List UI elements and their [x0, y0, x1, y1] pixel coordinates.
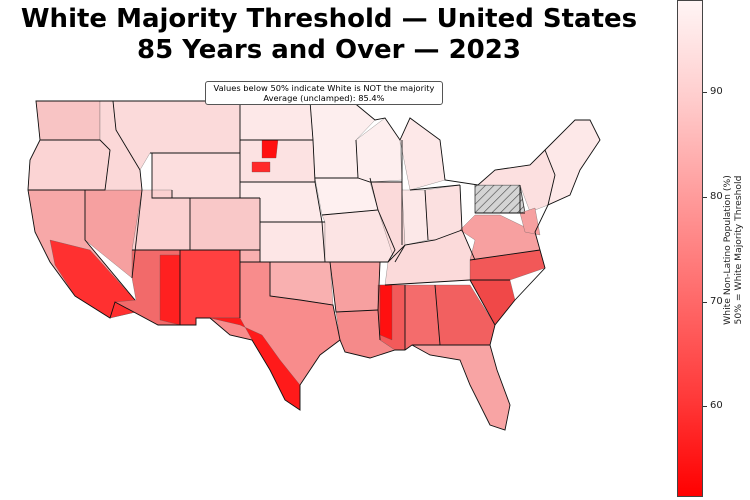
colorbar-tick-label-90: 90 — [710, 86, 723, 97]
colorbar-label-line2: 50% = White Majority Threshold — [733, 175, 744, 325]
colorbar-tick-90 — [703, 92, 707, 93]
colorbar-tick-60 — [703, 406, 707, 407]
chart-title-line2: 85 Years and Over — 2023 — [137, 35, 521, 65]
colorbar-tick-label-60: 60 — [710, 400, 723, 411]
colorbar-tick-label-80: 80 — [710, 191, 723, 202]
counties-fill — [27, 100, 601, 431]
colorbar-label: White Non-Latino Population (%) 50% = Wh… — [722, 175, 744, 325]
us-county-map — [27, 100, 601, 431]
colorbar-label-line1: White Non-Latino Population (%) — [722, 175, 733, 325]
chart-title: White Majority Threshold — United States… — [0, 4, 658, 66]
annotation-box: Values below 50% indicate White is NOT t… — [205, 81, 443, 105]
chart-title-line1: White Majority Threshold — United States — [20, 4, 638, 34]
colorbar — [677, 0, 703, 497]
state-borders — [27, 100, 601, 431]
colorbar-tick-80 — [703, 197, 707, 198]
colorbar-tick-70 — [703, 302, 707, 303]
annotation-line1: Values below 50% indicate White is NOT t… — [213, 83, 435, 93]
annotation-line2: Average (unclamped): 85.4% — [263, 93, 385, 103]
colorbar-tick-label-70: 70 — [710, 296, 723, 307]
